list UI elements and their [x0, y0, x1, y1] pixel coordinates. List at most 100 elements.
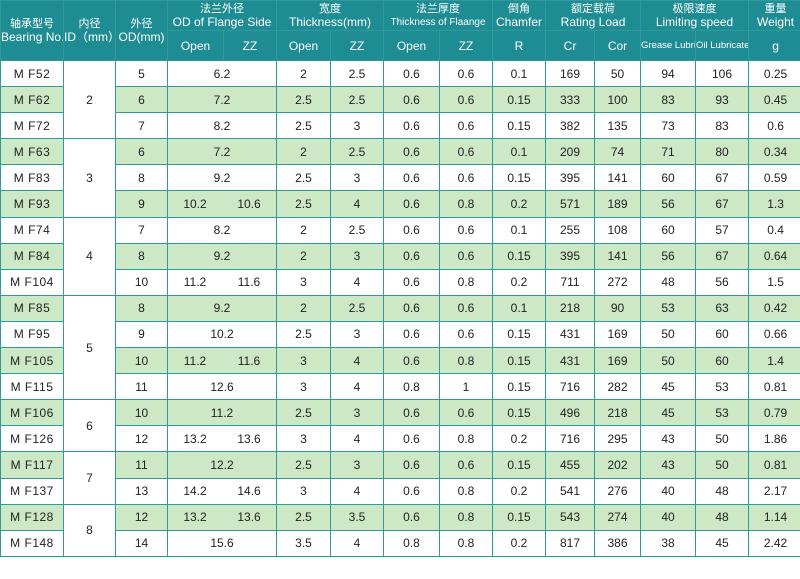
subheader-flange-od-open: Open — [167, 30, 224, 61]
cell-cor: 202 — [594, 451, 642, 479]
cell-thickness-zz: 2.5 — [329, 294, 385, 322]
header-rating-load: 额定载荷 Rating Load — [545, 0, 642, 31]
cell-cr: 817 — [545, 529, 596, 557]
cell-bearing-no: M F128 — [0, 503, 64, 531]
cell-bearing-no: M F104 — [0, 268, 64, 296]
cell-weight: 1.4 — [748, 347, 800, 375]
cell-flange-thk-open: 0.6 — [383, 503, 441, 531]
cell-chamfer-r: 0.15 — [492, 242, 547, 270]
cell-flange-od: 11.2 11.6 — [167, 268, 277, 296]
cell-thickness-zz: 3 — [329, 112, 385, 140]
cell-flange-thk-open: 0.6 — [383, 164, 441, 192]
header-id: 内径 ID（mm） — [63, 0, 116, 61]
cell-flange-thk-zz: 0.6 — [439, 86, 494, 114]
cell-inner-diameter: 7 — [63, 451, 116, 505]
subheader-flange-thk-open: Open — [383, 30, 441, 61]
cell-cr: 455 — [545, 451, 596, 479]
cell-thickness-zz: 4 — [329, 477, 385, 505]
cell-outer-diameter: 12 — [115, 503, 168, 531]
cell-outer-diameter: 7 — [115, 216, 168, 244]
cell-flange-od: 9.2 — [167, 164, 277, 192]
cell-grease-speed: 71 — [640, 138, 697, 166]
cell-outer-diameter: 11 — [115, 373, 168, 401]
cell-chamfer-r: 0.1 — [492, 59, 547, 88]
cell-chamfer-r: 0.15 — [492, 347, 547, 375]
cell-cor: 108 — [594, 216, 642, 244]
cell-thickness-zz: 3 — [329, 399, 385, 427]
cell-thickness-open: 2.5 — [276, 86, 331, 114]
table-row: M F137 13 14.2 14.6 3 4 0.6 0.8 0.2 541 276 40 48 2.1… — [0, 477, 800, 505]
cell-chamfer-r: 0.2 — [492, 190, 547, 218]
cell-thickness-open: 2 — [276, 216, 331, 244]
cell-flange-thk-open: 0.8 — [383, 529, 441, 557]
cell-cr: 382 — [545, 112, 596, 140]
cell-thickness-zz: 3 — [329, 164, 385, 192]
subheader-grease: Grease Lubricated — [640, 30, 697, 61]
cell-thickness-open: 2.5 — [276, 451, 331, 479]
flange-od-zz: 14.6 — [237, 484, 261, 499]
cell-flange-od: 10.2 — [167, 320, 277, 349]
cell-oil-speed: 67 — [695, 164, 750, 192]
cell-flange-thk-zz: 0.8 — [439, 503, 494, 531]
cell-cor: 272 — [594, 268, 642, 296]
cell-grease-speed: 50 — [640, 320, 697, 349]
cell-outer-diameter: 11 — [115, 451, 168, 479]
table-row: M F105 10 11.2 11.6 3 4 0.6 0.8 0.15 431 169 50 60 1.… — [0, 347, 800, 375]
cell-cor: 90 — [594, 294, 642, 322]
cell-bearing-no: M F52 — [0, 59, 64, 88]
cell-cr: 716 — [545, 373, 596, 401]
cell-bearing-no: M F117 — [0, 451, 64, 479]
cell-inner-diameter: 8 — [63, 503, 116, 557]
subheader-thickness-open: Open — [276, 30, 331, 61]
cell-inner-diameter: 5 — [63, 294, 116, 401]
cell-bearing-no: M F62 — [0, 86, 64, 114]
cell-cr: 711 — [545, 268, 596, 296]
cell-flange-thk-zz: 0.6 — [439, 399, 494, 427]
cell-thickness-zz: 4 — [329, 347, 385, 375]
subheader-chamfer-r: R — [492, 30, 547, 61]
cell-weight: 0.64 — [748, 242, 800, 270]
table-row: M F104 10 11.2 11.6 3 4 0.6 0.8 0.2 711 272 48 56 1.5 — [0, 268, 800, 296]
cell-thickness-open: 3 — [276, 347, 331, 375]
cell-cr: 255 — [545, 216, 596, 244]
cell-chamfer-r: 0.15 — [492, 86, 547, 114]
cell-grease-speed: 50 — [640, 347, 697, 375]
cell-cor: 274 — [594, 503, 642, 531]
cell-thickness-open: 2.5 — [276, 164, 331, 192]
cell-flange-thk-open: 0.6 — [383, 138, 441, 166]
table-row: M F84 8 9.2 2 3 0.6 0.6 0.15 395 141 56 67 0.64 — [0, 242, 800, 270]
cell-grease-speed: 83 — [640, 86, 697, 114]
cell-chamfer-r: 0.2 — [492, 477, 547, 505]
cell-flange-thk-open: 0.6 — [383, 216, 441, 244]
cell-cor: 141 — [594, 164, 642, 192]
cell-cor: 50 — [594, 59, 642, 88]
cell-oil-speed: 63 — [695, 294, 750, 322]
cell-chamfer-r: 0.15 — [492, 503, 547, 531]
cell-cor: 135 — [594, 112, 642, 140]
cell-flange-od: 8.2 — [167, 216, 277, 244]
cell-cor: 141 — [594, 242, 642, 270]
cell-oil-speed: 56 — [695, 268, 750, 296]
cell-oil-speed: 45 — [695, 529, 750, 557]
cell-bearing-no: M F83 — [0, 164, 64, 192]
cell-chamfer-r: 0.15 — [492, 164, 547, 192]
cell-grease-speed: 94 — [640, 59, 697, 88]
header-od: 外径 OD(mm) — [115, 0, 168, 61]
cell-flange-thk-open: 0.6 — [383, 425, 441, 453]
cell-flange-thk-open: 0.6 — [383, 86, 441, 114]
cell-chamfer-r: 0.2 — [492, 425, 547, 453]
table-row: M F126 12 13.2 13.6 3 4 0.6 0.8 0.2 716 295 43 50 1.8… — [0, 425, 800, 453]
cell-weight: 0.59 — [748, 164, 800, 192]
cell-thickness-zz: 4 — [329, 268, 385, 296]
cell-chamfer-r: 0.15 — [492, 451, 547, 479]
cell-weight: 0.81 — [748, 451, 800, 479]
cell-bearing-no: M F105 — [0, 347, 64, 375]
cell-flange-thk-zz: 0.6 — [439, 164, 494, 192]
cell-outer-diameter: 8 — [115, 294, 168, 322]
cell-thickness-open: 2.5 — [276, 112, 331, 140]
cell-flange-thk-open: 0.6 — [383, 399, 441, 427]
table-row: M F83 8 9.2 2.5 3 0.6 0.6 0.15 395 141 60 67 0.59 — [0, 164, 800, 192]
cell-cr: 571 — [545, 190, 596, 218]
flange-od-open: 11.2 — [183, 275, 207, 290]
table-row: M F74 4 7 8.2 2 2.5 0.6 0.6 0.1 255 108 60 57 0.4 — [0, 216, 800, 296]
